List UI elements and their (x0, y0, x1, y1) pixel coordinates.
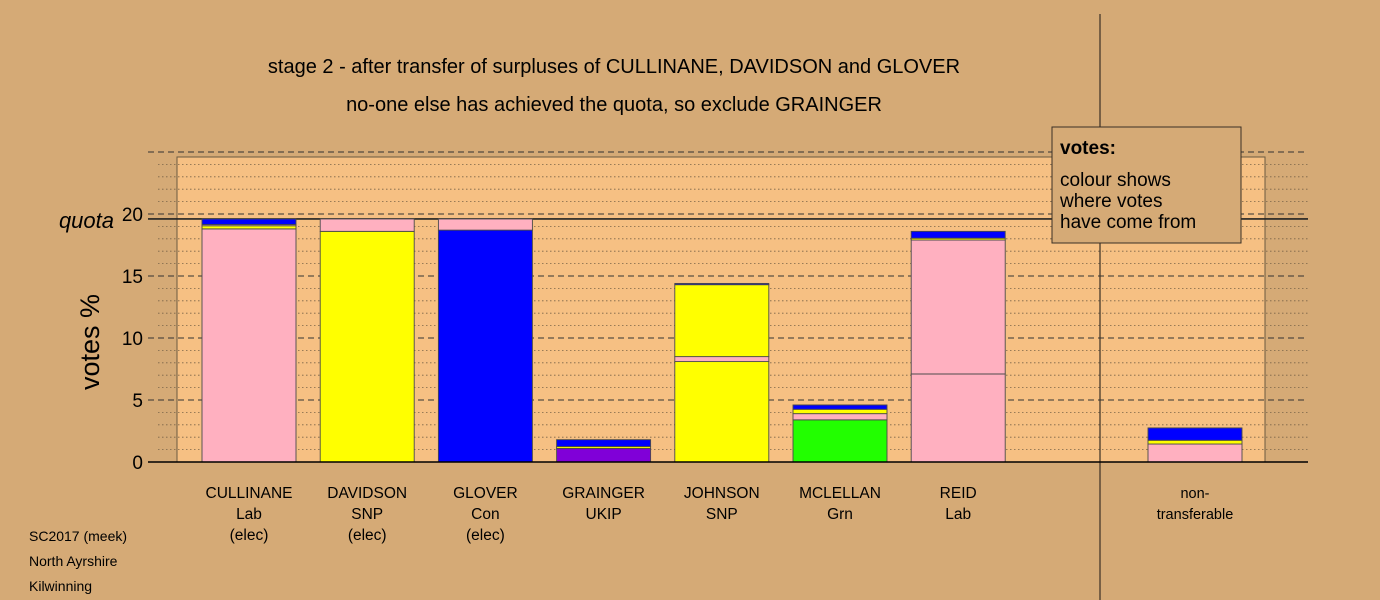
bar-davidson (319, 218, 415, 463)
bar-non-transferable (1147, 427, 1243, 463)
bar-johnson-segment (674, 356, 770, 363)
bar-non-transferable-segment (1147, 427, 1243, 441)
candidate-label: GRAINGER (562, 485, 645, 502)
candidate-label: MCLELLAN (799, 485, 881, 502)
footer-election: SC2017 (meek) (29, 528, 128, 544)
candidate-label: (elec) (466, 527, 505, 544)
candidate-label: (elec) (348, 527, 387, 544)
candidate-label: DAVIDSON (327, 485, 407, 502)
bar-grainger-segment (556, 447, 652, 463)
footer-council: North Ayrshire (29, 553, 118, 569)
bar-glover (437, 218, 533, 463)
chart-subtitle: no-one else has achieved the quota, so e… (346, 94, 882, 116)
candidate-label: GLOVER (453, 485, 518, 502)
bar-cullinane-segment (201, 218, 297, 225)
footer-ward: Kilwinning (29, 578, 93, 594)
bar-glover-segment (437, 218, 533, 231)
bar-johnson-segment (674, 282, 770, 286)
bar-mclellan (792, 404, 888, 463)
bar-davidson-segment (319, 218, 415, 232)
bar-johnson-segment (674, 361, 770, 463)
chart-title: stage 2 - after transfer of surpluses of… (268, 56, 960, 78)
non-transferable-label: non- (1180, 486, 1209, 502)
bar-cullinane-segment (201, 225, 297, 230)
bar-grainger (556, 439, 652, 463)
bar-mclellan-segment (792, 413, 888, 421)
candidate-label: CULLINANE (206, 485, 293, 502)
legend-text: colour shows (1060, 170, 1171, 191)
candidate-label: SNP (351, 506, 383, 523)
bar-reid-segment (910, 373, 1006, 463)
y-axis-label: votes % (75, 294, 105, 390)
bar-mclellan-segment (792, 404, 888, 410)
candidate-label: SNP (706, 506, 738, 523)
bar-grainger-segment (556, 439, 652, 447)
bar-reid-segment (910, 230, 1006, 239)
y-tick-label: 5 (132, 391, 143, 412)
bar-non-transferable-segment (1147, 443, 1243, 463)
candidate-label: Grn (827, 506, 853, 523)
bar-johnson (674, 282, 770, 463)
candidate-label: UKIP (586, 506, 622, 523)
candidate-label: JOHNSON (684, 485, 760, 502)
candidate-label: Lab (945, 506, 971, 523)
legend-box (1051, 126, 1242, 244)
candidate-label: (elec) (230, 527, 269, 544)
quota-label: quota (59, 208, 114, 233)
bar-glover-segment (437, 229, 533, 463)
legend-text: have come from (1060, 212, 1196, 233)
non-transferable-label: transferable (1157, 507, 1234, 523)
bar-cullinane-segment (201, 228, 297, 463)
bar-cullinane (201, 218, 297, 463)
y-tick-label: 20 (122, 205, 143, 226)
bar-johnson-segment (674, 284, 770, 358)
legend-text: where votes (1059, 191, 1162, 212)
y-tick-label: 0 (132, 453, 143, 474)
bar-reid (910, 230, 1006, 463)
bar-mclellan-segment (792, 419, 888, 463)
legend-title: votes: (1060, 138, 1116, 159)
candidate-label: REID (940, 485, 977, 502)
y-tick-label: 15 (122, 267, 143, 288)
candidate-label: Lab (236, 506, 262, 523)
bar-reid-segment (910, 239, 1006, 375)
bar-non-transferable-segment (1147, 439, 1243, 445)
candidate-label: Con (471, 506, 499, 523)
bar-davidson-segment (319, 230, 415, 463)
y-tick-label: 10 (122, 329, 143, 350)
bar-mclellan-segment (792, 408, 888, 415)
